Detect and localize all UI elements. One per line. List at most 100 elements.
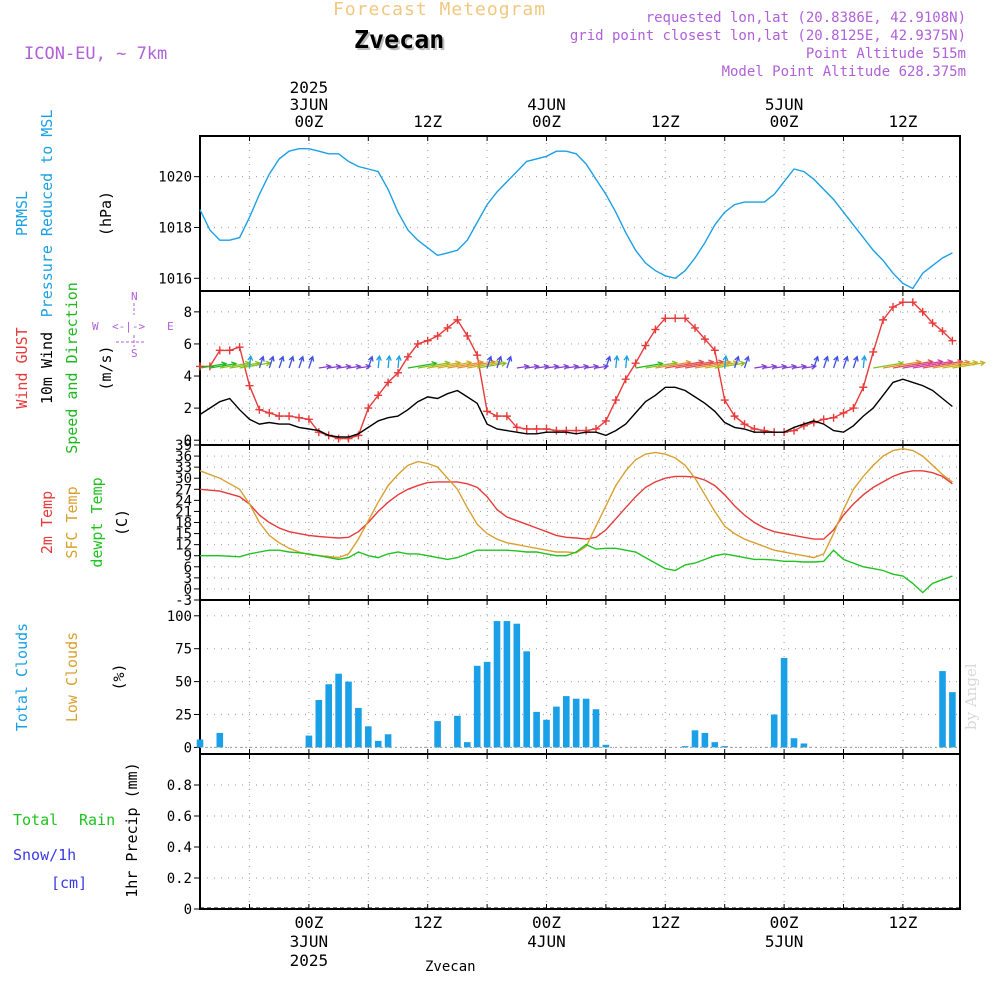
panel-label: (hPa) [97, 191, 115, 236]
y-tick-label: 9 [184, 549, 192, 565]
precip-label-total: Total [13, 811, 58, 829]
gust-marker [849, 404, 858, 413]
gust-marker [245, 381, 254, 390]
compass-east: E [167, 320, 174, 333]
cloud-bar [493, 621, 501, 748]
compass-south: S [131, 347, 138, 360]
panel-label: (C) [113, 509, 131, 536]
wind-direction-arrow [258, 355, 265, 369]
gust-marker [285, 412, 294, 421]
cloud-bar [513, 623, 521, 748]
cloud-bar [374, 740, 382, 748]
wind-direction-arrow [722, 354, 729, 369]
wind-direction-arrow [576, 363, 590, 370]
y-tick-label: 0 [184, 582, 192, 598]
cloud-bar [780, 657, 788, 748]
wind-direction-arrow [506, 355, 513, 369]
wind-direction-arrow [516, 363, 531, 370]
wind-direction-arrow [496, 355, 503, 369]
y-tick-label: -3 [175, 593, 192, 609]
wind-direction-arrow [556, 363, 570, 370]
wind-direction-arrow [486, 355, 493, 369]
gust-marker [651, 325, 660, 334]
gust-marker [295, 413, 303, 422]
gust-marker [730, 412, 739, 421]
wind-gust-line [200, 301, 953, 440]
cloud-bar [523, 651, 530, 748]
time-label-top: 12Z [651, 112, 680, 131]
gust-marker [799, 421, 808, 430]
panel-frame [199, 599, 961, 755]
panel-label: SFC Temp [63, 486, 81, 558]
gust-marker [582, 426, 591, 435]
wind-direction-arrow [823, 355, 830, 369]
time-label-top: 3JUN [290, 95, 329, 114]
gust-marker [384, 378, 393, 387]
gust-marker [948, 336, 957, 345]
cloud-bar [533, 711, 540, 748]
gust-marker [918, 307, 927, 316]
wind-direction-arrow [586, 363, 600, 370]
gust-marker [473, 351, 482, 360]
precip-label-rain: Rain [79, 811, 115, 829]
wind-direction-arrow [743, 355, 750, 369]
wind-direction-arrow [268, 355, 275, 369]
cloud-bar [711, 742, 719, 748]
gust-marker [691, 323, 699, 332]
panel-wind: 0 2 4 6 8 [184, 290, 987, 449]
cloud-bar [325, 684, 332, 748]
dewpt-temp-line [200, 543, 953, 594]
prmsl-line [199, 147, 953, 290]
wind-direction-arrow [376, 354, 382, 369]
wind-direction-arrow [546, 363, 560, 370]
wind-direction-arrow [536, 363, 550, 370]
gust-marker [819, 415, 828, 424]
panel-frame [199, 444, 961, 601]
wind-direction-arrow [328, 363, 342, 370]
gust-marker [502, 412, 511, 421]
2m-temp-line [199, 470, 953, 540]
gust-marker [423, 336, 432, 345]
wind-direction-arrow [842, 355, 849, 369]
wind-direction-arrow [832, 355, 839, 369]
wind-direction-arrow [774, 363, 788, 370]
gust-marker [829, 413, 838, 422]
cloud-bar [503, 621, 511, 748]
location-title: Zvecan [354, 25, 445, 54]
cloud-bar [454, 715, 461, 748]
gust-marker [700, 335, 709, 344]
wind-direction-arrow [298, 355, 305, 369]
time-label-top: 00Z [294, 112, 323, 131]
cloud-bar [721, 746, 728, 748]
cloud-bar [563, 696, 570, 748]
wind-direction-arrow [764, 363, 778, 370]
wind-direction-arrow [623, 354, 630, 369]
panel-precip: 0 0.2 0.4 0.6 0.8 [167, 753, 961, 918]
wind-direction-arrow [338, 363, 352, 370]
wind-direction-arrow [952, 360, 987, 369]
sfc-temp-line [199, 447, 953, 559]
wind-direction-arrow [793, 363, 808, 370]
time-label-bottom: 12Z [413, 913, 442, 932]
y-tick-label: 27 [175, 482, 192, 498]
gust-marker [611, 396, 620, 405]
watermark: by Angel [962, 663, 980, 730]
wind-direction-arrow [348, 363, 362, 370]
panel-label: (%) [110, 663, 128, 690]
gust-marker [641, 341, 650, 350]
gust-marker [255, 405, 264, 414]
y-tick-label: 0 [184, 433, 192, 449]
wind-direction-arrow [318, 363, 333, 370]
gust-marker [839, 408, 848, 417]
time-label-bottom: 00Z [294, 913, 323, 932]
y-tick-label: 30 [175, 471, 192, 487]
y-tick-label: 4 [184, 369, 192, 385]
y-tick-label: 0.6 [167, 809, 192, 825]
gust-marker [760, 426, 769, 435]
requested-coords: requested lon,lat (20.8386E, 42.9108N) [645, 10, 966, 26]
cloud-bar [790, 738, 798, 748]
cloud-bar [582, 698, 590, 748]
gust-marker [225, 346, 234, 355]
